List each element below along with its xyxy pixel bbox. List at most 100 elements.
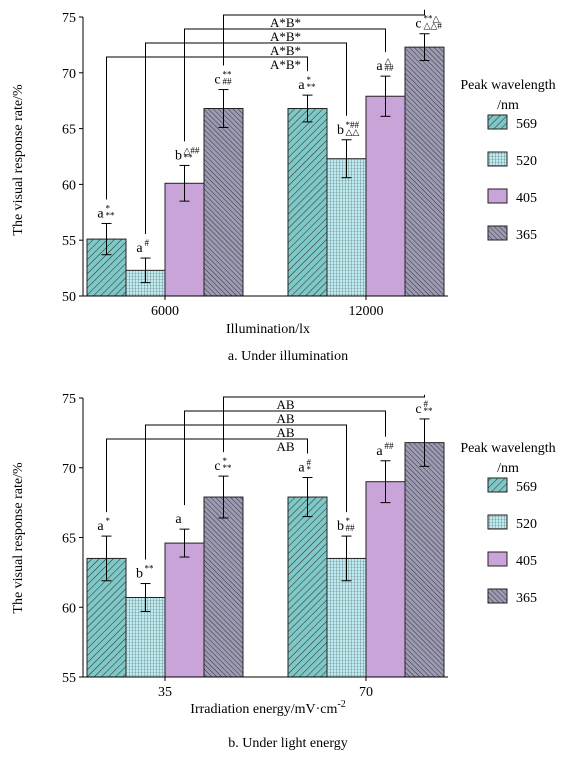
comparison-label: A*B* (270, 43, 301, 58)
bar-405-35 (164, 542, 205, 678)
significance-label: c # ** (415, 399, 433, 417)
legend-swatch-520 (487, 151, 508, 167)
significance-letter: a (97, 206, 104, 221)
bar-365-70 (404, 442, 445, 678)
significance-superscript: # (424, 399, 429, 409)
legend-label: 520 (516, 517, 537, 532)
x-axis-title-exponent: -2 (337, 699, 345, 710)
bar-405-12000 (365, 95, 406, 297)
significance-letter: a (376, 59, 383, 74)
panel-caption: b. Under light energy (228, 736, 348, 751)
comparison-label: AB (276, 411, 294, 426)
bar-365-12000 (404, 46, 445, 297)
significance-letter: b (337, 519, 344, 534)
significance-superscript: * (307, 75, 312, 85)
significance-label: b △## ** (175, 145, 200, 163)
legend-label: 365 (516, 228, 537, 243)
significance-letter: c (214, 459, 220, 474)
legend-label: 520 (516, 154, 537, 169)
panel-under-illumination: a * **a #b △## **c ** ## a * **b *## △△a △ ##c **△ △△# 5… (11, 9, 556, 364)
comparison-bracket (223, 9, 425, 66)
significance-label: a # * (298, 458, 311, 476)
comparison-bracket (184, 410, 386, 506)
significance-subscript: ** (307, 82, 317, 92)
significance-superscript: △## (184, 145, 200, 155)
y-tick-label: 70 (62, 67, 76, 82)
comparison-bracket (106, 438, 308, 513)
legend-swatch-365 (487, 588, 508, 604)
x-axis-title: Irradiation energy/mV·cm-2 (190, 699, 345, 717)
legend-swatch-365 (487, 225, 508, 241)
bar-569-12000 (287, 108, 328, 297)
significance-label: b * ## (337, 516, 355, 534)
y-axis-title: The visual response rate/% (11, 84, 26, 236)
significance-letter: a (376, 444, 383, 459)
bar-520-12000 (326, 158, 367, 297)
significance-superscript: * (106, 203, 111, 213)
significance-superscript: * (346, 516, 351, 526)
significance-subscript: ** (106, 210, 116, 220)
significance-subscript: ** (424, 406, 434, 416)
legend-swatch-405 (487, 188, 508, 204)
significance-label: c ** ## (214, 70, 232, 88)
y-tick-label: 55 (62, 671, 76, 686)
significance-superscript: ## (385, 441, 395, 451)
significance-letter: b (136, 567, 143, 582)
bar-405-6000 (164, 182, 205, 297)
legend-label: 405 (516, 554, 537, 569)
significance-letter: a (175, 512, 182, 527)
x-tick-label: 12000 (349, 304, 384, 319)
significance-label: a △ ## (376, 56, 394, 74)
y-tick-label: 65 (62, 123, 76, 138)
significance-label: a * (97, 516, 110, 534)
significance-superscript: **△ (424, 14, 440, 24)
significance-superscript: * (106, 516, 111, 526)
significance-letter: a (136, 241, 143, 256)
significance-subscript: ** (184, 152, 194, 162)
significance-superscript: ** (145, 564, 155, 574)
significance-label: a (175, 512, 182, 527)
legend-title: /nm (497, 98, 519, 113)
legend-swatch-520 (487, 514, 508, 530)
legend-swatch-405 (487, 551, 508, 567)
significance-superscript: # (145, 238, 150, 248)
significance-label: a * ** (298, 75, 316, 93)
significance-letter: a (298, 461, 305, 476)
y-tick-label: 70 (62, 462, 76, 477)
panel-caption: a. Under illumination (228, 349, 348, 364)
significance-label: a * ** (97, 203, 115, 221)
y-tick-label: 65 (62, 532, 76, 547)
bar-405-70 (365, 481, 406, 678)
legend-swatch-569 (487, 114, 508, 130)
x-tick-label: 35 (158, 685, 172, 700)
comparison-label: A*B* (270, 29, 301, 44)
comparison-label: A*B* (270, 57, 301, 72)
significance-superscript: △ (385, 56, 392, 66)
legend-title: Peak wavelength (460, 78, 555, 93)
comparison-bracket (145, 42, 347, 235)
x-tick-label: 70 (359, 685, 373, 700)
y-axis-title: The visual response rate/% (11, 462, 26, 614)
significance-letter: b (337, 123, 344, 138)
significance-subscript: △△ (346, 127, 360, 137)
bar-365-35 (203, 496, 244, 678)
y-tick-label: 55 (62, 234, 76, 249)
legend-label: 569 (516, 117, 537, 132)
y-tick-label: 75 (62, 11, 76, 26)
legend-label: 569 (516, 480, 537, 495)
comparison-bracket (145, 424, 347, 560)
comparison-label: A*B* (270, 15, 301, 30)
legend-title: /nm (497, 461, 519, 476)
x-tick-label: 6000 (151, 304, 179, 319)
y-tick-label: 60 (62, 178, 76, 193)
bar-569-70 (287, 496, 328, 678)
x-axis-title-text: Irradiation energy/mV·cm (190, 702, 337, 717)
comparison-bracket (184, 28, 386, 142)
legend-swatch-569 (487, 477, 508, 493)
legend-label: 405 (516, 191, 537, 206)
significance-superscript: * (223, 456, 228, 466)
significance-label: b *## △△ (337, 120, 360, 138)
significance-letter: a (298, 78, 305, 93)
